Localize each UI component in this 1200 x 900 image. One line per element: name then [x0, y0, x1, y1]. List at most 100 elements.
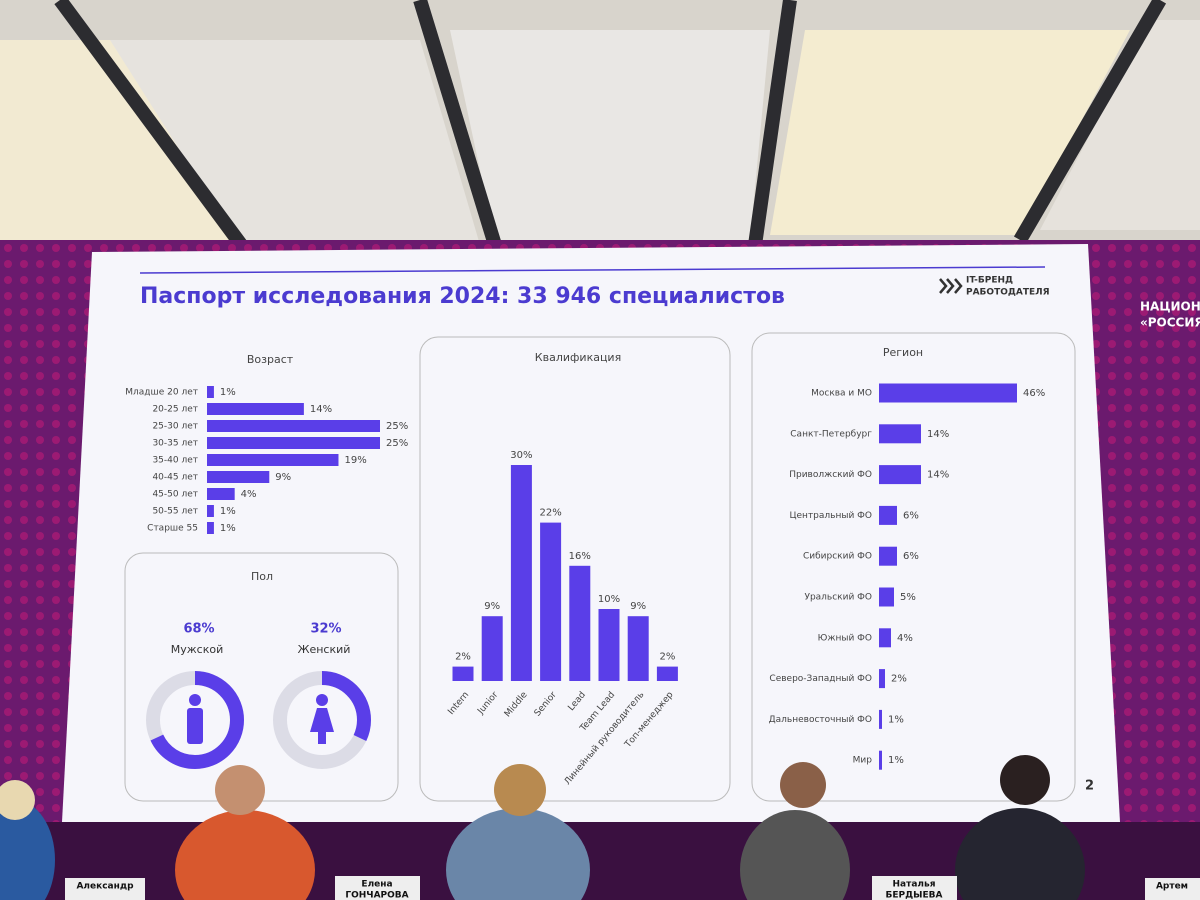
- plate-text: Александр: [76, 882, 134, 892]
- ceiling-panel: [1040, 20, 1200, 230]
- bar: [598, 609, 620, 681]
- value-label: 1%: [888, 755, 904, 766]
- value-label: 6%: [903, 551, 919, 562]
- person-head: [215, 765, 265, 815]
- plate-text: Наталья: [893, 880, 936, 890]
- category-label: Приволжский ФО: [789, 470, 872, 480]
- side-text: НАЦИОНА: [1140, 300, 1200, 314]
- donut-arc: [273, 671, 371, 769]
- panel: [751, 332, 1076, 802]
- value-label: 19%: [344, 455, 366, 466]
- bar: [627, 616, 649, 681]
- plate-text: ГОНЧАРОВА: [345, 891, 408, 900]
- person: [446, 808, 590, 900]
- value-label: 5%: [900, 592, 916, 603]
- bar: [207, 471, 270, 483]
- bar: [879, 424, 921, 444]
- category-label: Москва и МО: [811, 389, 872, 399]
- chart-title: Регион: [883, 346, 923, 359]
- chart-title: Возраст: [247, 353, 294, 366]
- person: [955, 808, 1085, 900]
- value-label: 4%: [897, 633, 913, 644]
- person: [175, 810, 315, 900]
- plate-text: Елена: [361, 880, 392, 890]
- category-label: 35-40 лет: [152, 456, 198, 466]
- icon-head: [316, 694, 328, 706]
- value-label: 1%: [220, 506, 236, 517]
- ceiling-panel: [110, 40, 480, 245]
- value-label: 2%: [891, 674, 907, 685]
- value-label: 14%: [310, 404, 332, 415]
- value-label: 68%: [183, 622, 214, 637]
- value-label: 4%: [241, 489, 257, 500]
- value-label: 6%: [903, 510, 919, 521]
- person-head: [0, 780, 35, 820]
- ceiling-panel: [770, 30, 1130, 235]
- value-label: 14%: [927, 429, 949, 440]
- logo-text: IT-БРЕНД: [966, 276, 1013, 286]
- bar: [207, 505, 214, 517]
- value-label: 25%: [386, 438, 408, 449]
- chart-title: Пол: [251, 570, 273, 583]
- bar: [569, 565, 591, 681]
- bar: [207, 522, 214, 534]
- bar: [879, 669, 885, 689]
- value-label: 2%: [659, 652, 675, 663]
- logo-mark: [939, 278, 963, 294]
- slide-title: Паспорт исследования 2024: 33 946 специа…: [140, 284, 785, 309]
- value-label: 46%: [1023, 388, 1045, 399]
- bar: [879, 587, 894, 607]
- bar: [879, 505, 897, 525]
- bar: [452, 666, 474, 681]
- bar: [207, 386, 214, 398]
- value-label: 16%: [569, 551, 591, 562]
- category-label: 40-45 лет: [152, 473, 198, 483]
- value-label: 9%: [630, 601, 646, 612]
- category-label: 20-25 лет: [152, 405, 198, 415]
- name-plate: [1145, 878, 1200, 900]
- bar: [879, 709, 882, 729]
- icon-body: [187, 708, 203, 744]
- bar: [207, 403, 304, 415]
- category-label: Южный ФО: [818, 633, 872, 643]
- person-head: [1000, 755, 1050, 805]
- bar: [540, 522, 562, 681]
- category-label: Санкт-Петербург: [790, 429, 872, 439]
- category-label: 50-55 лет: [152, 507, 198, 517]
- value-label: 1%: [888, 714, 904, 725]
- person-head: [780, 762, 826, 808]
- bar: [207, 420, 380, 432]
- category-label: 30-35 лет: [152, 439, 198, 449]
- category-label: Северо-Западный ФО: [769, 674, 872, 684]
- value-label: 30%: [510, 450, 532, 461]
- name-plate: [65, 878, 145, 900]
- category-label: Сибирский ФО: [803, 552, 872, 562]
- category-label: 25-30 лет: [152, 422, 198, 432]
- value-label: 9%: [484, 601, 500, 612]
- category-label: Младше 20 лет: [125, 388, 198, 398]
- category-label: 45-50 лет: [152, 490, 198, 500]
- ceiling-beam: [54, 0, 1167, 255]
- value-label: 22%: [539, 508, 561, 519]
- bar: [879, 546, 897, 566]
- bar: [207, 488, 235, 500]
- panel: [419, 336, 731, 802]
- category-label: Старше 55: [147, 524, 198, 534]
- value-label: 10%: [598, 594, 620, 605]
- plate-text: Артем: [1156, 882, 1188, 892]
- category-label: Дальневосточный ФО: [769, 715, 872, 725]
- ceiling-panel: [450, 30, 770, 240]
- bar: [879, 465, 921, 485]
- title-rule: [139, 266, 1046, 274]
- donut-arc: [146, 671, 244, 769]
- category-label: Центральный ФО: [790, 511, 872, 521]
- bar: [207, 454, 339, 466]
- bar: [879, 750, 882, 770]
- bar: [481, 616, 503, 681]
- name-plate: [335, 876, 420, 900]
- side-text: «РОССИЯ: [1140, 316, 1200, 330]
- value-label: 1%: [220, 523, 236, 534]
- plate-text: БЕРДЫЕВА: [886, 891, 943, 900]
- value-label: 14%: [927, 470, 949, 481]
